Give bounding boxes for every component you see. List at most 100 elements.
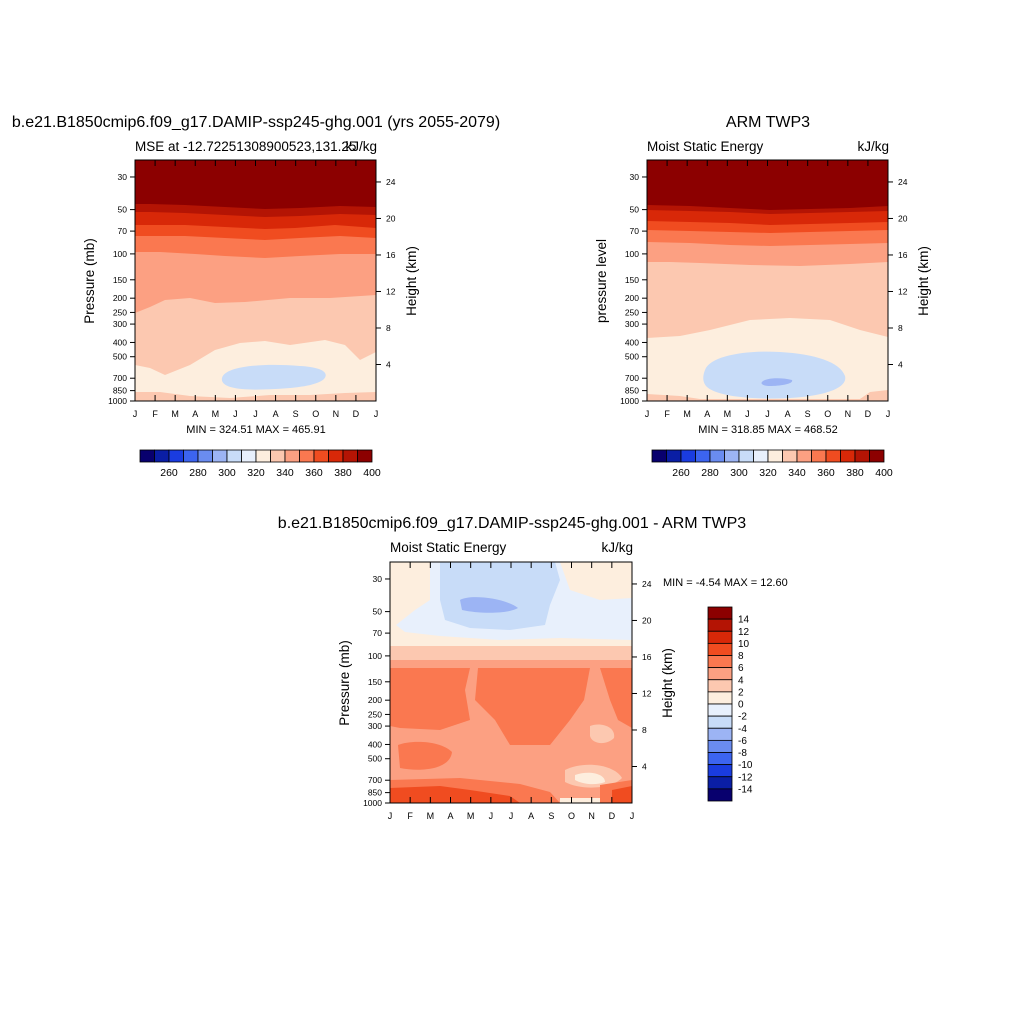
colorbar: 260 280 300 320 340 360 380 400 — [139, 449, 381, 479]
min-max-label: MIN = 318.85 MAX = 468.52 — [698, 424, 837, 436]
y2-tick-label: 8 — [898, 323, 903, 333]
colorbar-box — [299, 449, 315, 463]
y2-tick-label: 20 — [898, 213, 908, 223]
x-tick-label: J — [886, 409, 891, 419]
contour-band — [590, 724, 615, 744]
contour-band — [135, 160, 376, 209]
x-tick-label: M — [683, 409, 691, 419]
colorbar-box — [707, 606, 733, 620]
x-tick-label: N — [588, 811, 595, 821]
contour-field — [390, 562, 632, 803]
y-tick-label: 70 — [630, 226, 640, 236]
y-tick-label: 70 — [118, 226, 128, 236]
y-tick-label: 700 — [368, 775, 382, 785]
y-tick-label: 30 — [118, 172, 128, 182]
y-tick-label: 300 — [368, 721, 382, 731]
contour-band — [600, 668, 632, 728]
contour-band — [761, 378, 793, 386]
contour-band — [703, 351, 846, 399]
x-tick-label: J — [765, 409, 770, 419]
axes: J F M A M J J A S O N D J 30 50 70 100 150 200 250 300 400 500… — [363, 562, 652, 821]
y2-tick-label: 12 — [386, 286, 396, 296]
colorbar-label: 260 — [160, 467, 178, 479]
colorbar-box — [707, 739, 733, 753]
y2-tick-label: 4 — [386, 359, 391, 369]
contour-band — [221, 364, 326, 390]
colorbar-label: 10 — [738, 639, 750, 650]
colorbar-label: -14 — [738, 784, 753, 795]
y-tick-label: 100 — [625, 249, 639, 259]
x-tick-label: O — [568, 811, 575, 821]
units-label: kJ/kg — [345, 139, 377, 154]
colorbar-box — [707, 667, 733, 681]
y-tick-label: 150 — [113, 275, 127, 285]
x-tick-label: O — [312, 409, 319, 419]
colorbar-box — [241, 449, 257, 463]
y-tick-label: 100 — [113, 249, 127, 259]
colorbar-box — [357, 449, 373, 463]
x-tick-label: O — [824, 409, 831, 419]
y2-tick-label: 4 — [642, 761, 647, 771]
colorbar-box — [707, 703, 733, 717]
y-tick-label: 50 — [373, 607, 383, 617]
colorbar-label: -10 — [738, 760, 753, 771]
colorbar-box — [709, 449, 725, 463]
contour-field — [135, 160, 376, 401]
colorbar-label: 8 — [738, 651, 744, 662]
colorbar-box — [825, 449, 841, 463]
y-tick-label: 850 — [113, 386, 127, 396]
contour-band — [612, 786, 632, 803]
y-axis-label: Pressure (mb) — [337, 640, 352, 726]
y2-tick-label: 20 — [642, 615, 652, 625]
colorbar-box — [695, 449, 711, 463]
y2-tick-label: 12 — [642, 688, 652, 698]
colorbar-box — [707, 776, 733, 790]
y2-tick-label: 8 — [386, 323, 391, 333]
y-tick-label: 30 — [630, 172, 640, 182]
x-tick-label: A — [273, 409, 279, 419]
panel-title: ARM TWP3 — [726, 114, 810, 131]
contour-band — [390, 786, 520, 803]
colorbar-label: 280 — [189, 467, 207, 479]
panel-subtitle: MSE at -12.72251308900523,131.25 — [135, 139, 356, 154]
y-tick-label: 700 — [625, 373, 639, 383]
x-tick-label: D — [353, 409, 360, 419]
units-label: kJ/kg — [857, 139, 889, 154]
colorbar-label: -2 — [738, 712, 747, 723]
x-tick-label: S — [805, 409, 811, 419]
y-tick-label: 70 — [373, 628, 383, 638]
y2-tick-label: 16 — [642, 652, 652, 662]
colorbar-box — [328, 449, 344, 463]
x-tick-label: A — [192, 409, 198, 419]
x-tick-label: J — [489, 811, 494, 821]
x-tick-label: J — [374, 409, 379, 419]
panel-subtitle: Moist Static Energy — [390, 540, 507, 555]
colorbar-box — [707, 788, 733, 802]
colorbar-label: 280 — [701, 467, 719, 479]
x-tick-label: S — [293, 409, 299, 419]
x-tick-label: J — [630, 811, 635, 821]
colorbar-box — [342, 449, 358, 463]
colorbar: 260 280 300 320 340 360 380 400 — [651, 449, 893, 479]
y-tick-label: 250 — [625, 307, 639, 317]
x-tick-label: J — [645, 409, 650, 419]
colorbar-label: 0 — [738, 700, 744, 711]
x-tick-label: F — [407, 811, 413, 821]
y-tick-label: 150 — [368, 677, 382, 687]
y2-tick-label: 24 — [642, 579, 652, 589]
x-tick-label: M — [724, 409, 732, 419]
colorbar-box — [869, 449, 885, 463]
x-tick-label: D — [865, 409, 872, 419]
min-max-label: MIN = 324.51 MAX = 465.91 — [186, 424, 325, 436]
y-tick-label: 400 — [625, 337, 639, 347]
panel-difference: b.e21.B1850cmip6.f09_g17.DAMIP-ssp245-gh… — [278, 515, 788, 821]
colorbar-label: 6 — [738, 663, 744, 674]
contour-band — [647, 390, 888, 401]
colorbar-box — [707, 715, 733, 729]
y-tick-label: 250 — [113, 307, 127, 317]
y-tick-label: 500 — [113, 352, 127, 362]
contour-band — [647, 160, 888, 210]
y-tick-label: 1000 — [108, 396, 127, 406]
